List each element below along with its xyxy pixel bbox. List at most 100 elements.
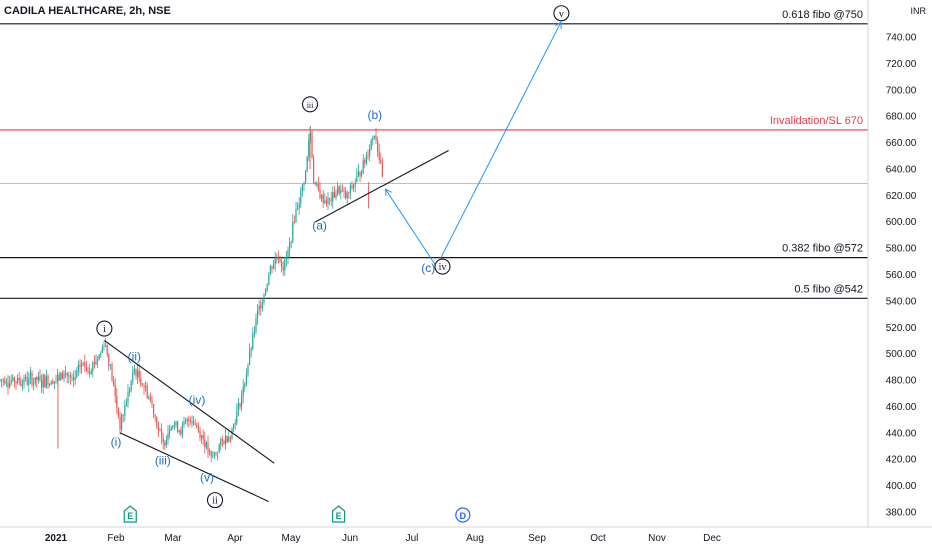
candle-body [265, 290, 267, 295]
candle-body [263, 294, 265, 303]
candle-body [47, 376, 49, 385]
candle-body [26, 376, 28, 385]
candle-body [101, 347, 103, 353]
event-shape [455, 507, 471, 523]
candle-body [228, 437, 230, 443]
candle-body [50, 381, 52, 386]
candle-body [292, 221, 294, 242]
candle-body [2, 380, 4, 382]
time-axis[interactable]: 2021 Feb Mar Apr May Jun Jul Aug Sep Oct Nov Dec [0, 526, 932, 550]
candle-body [74, 377, 76, 381]
dividend-event-icon[interactable]: D [455, 507, 471, 523]
candle-body [196, 424, 198, 429]
candle-body [60, 372, 62, 381]
price-tick-label: 500.00 [886, 349, 917, 360]
price-axis[interactable]: 380.00 400.00 420.00 440.00 460.00 480.00 500.… [867, 0, 932, 550]
candle-body [37, 376, 39, 380]
candle-body [145, 386, 147, 388]
candle-body [306, 156, 308, 171]
candle-body [114, 384, 116, 396]
level-label: 0.382 fibo @572 [782, 243, 863, 255]
candle-body [162, 437, 164, 443]
candle-body [154, 414, 156, 417]
candle-body [36, 377, 38, 380]
price-tick-label: 460.00 [886, 402, 917, 413]
candle-body [311, 131, 313, 158]
candle-body [127, 391, 129, 403]
price-tick-label: 700.00 [886, 85, 917, 96]
candle-body [84, 362, 86, 367]
candle-body [87, 371, 89, 372]
candle-body [49, 384, 51, 386]
level-label: 0.618 fibo @750 [782, 9, 863, 21]
candle-body [108, 354, 110, 366]
candle-body [33, 383, 35, 385]
earnings-event-icon[interactable]: E [331, 505, 346, 523]
candle-body [287, 249, 289, 257]
candle-body [209, 451, 211, 453]
candle-body [213, 452, 215, 456]
wave-label: (v) [200, 471, 214, 485]
candle-body [97, 359, 99, 361]
candle-body [233, 424, 235, 429]
candle-body [229, 437, 231, 439]
earnings-event-icon[interactable]: E [123, 505, 137, 523]
time-tick-label: May [282, 533, 301, 544]
price-tick-label: 640.00 [886, 164, 917, 175]
candle-body [274, 258, 276, 265]
candle-body [349, 185, 351, 193]
candle-body [77, 364, 79, 371]
price-tick-label: 600.00 [886, 217, 917, 228]
event-label: E [127, 511, 133, 521]
candle-body [273, 264, 275, 269]
wave-label: (ii) [128, 349, 141, 363]
candle-body [380, 159, 382, 164]
candle-body [361, 173, 363, 176]
candle-body [63, 373, 65, 380]
price-tick-label: 540.00 [886, 296, 917, 307]
candle-body [207, 442, 209, 453]
time-tick-label: Jul [406, 533, 419, 544]
trendlines [104, 149, 449, 502]
candle-body [113, 380, 115, 385]
candle-body [157, 426, 159, 430]
time-tick-label: Nov [648, 533, 666, 544]
trendline [315, 149, 449, 223]
candle-body [103, 346, 105, 348]
candle-body [266, 284, 268, 291]
candle-body [44, 374, 46, 388]
candle-body [148, 397, 150, 399]
candle-body [18, 378, 20, 381]
candle-body [345, 191, 347, 199]
candle-body [12, 377, 14, 381]
candle-body [378, 151, 380, 160]
candle-body [250, 348, 252, 351]
candle-body [377, 140, 379, 152]
level-label: Invalidation/SL 670 [770, 115, 863, 127]
candle-body [249, 350, 251, 366]
candle-body [82, 362, 84, 364]
price-tick-label: 480.00 [886, 376, 917, 387]
candle-body [221, 438, 223, 441]
candle-body [220, 438, 222, 445]
candle-body [279, 259, 281, 263]
time-tick-label: Mar [164, 533, 182, 544]
time-tick-label: Oct [590, 533, 606, 544]
candle-body [165, 440, 167, 446]
candle-body [21, 384, 23, 386]
candle-body [370, 140, 372, 149]
price-tick-label: 680.00 [886, 112, 917, 123]
wave-circle-label: v [559, 9, 564, 20]
candle-body [76, 370, 78, 378]
candle-body [225, 435, 227, 445]
candle-body [194, 424, 196, 426]
candle-body [281, 262, 283, 268]
wave-label: (iv) [189, 393, 206, 407]
candle-body [17, 378, 19, 383]
candle-body [183, 422, 185, 426]
candle-body [71, 376, 73, 378]
projection-leg-up [435, 23, 560, 267]
candle-body [237, 403, 239, 411]
